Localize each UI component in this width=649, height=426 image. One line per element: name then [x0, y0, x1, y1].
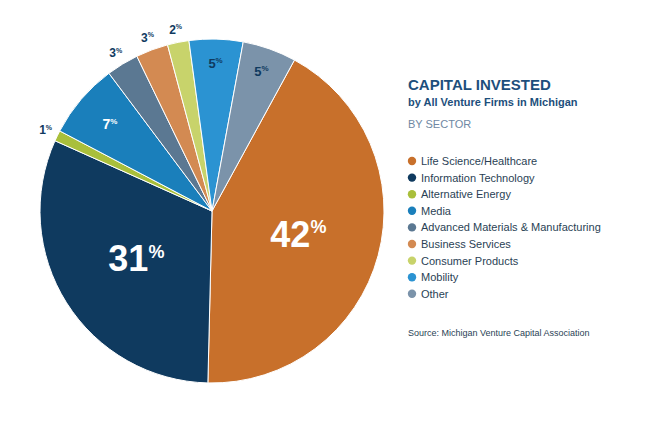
legend-label: Information Technology [421, 172, 535, 184]
legend-label: Other [421, 288, 449, 300]
data-label: 7% [102, 116, 117, 132]
legend-label: Media [421, 205, 452, 217]
data-label: 2% [169, 23, 183, 37]
legend-swatch [408, 290, 416, 298]
legend-swatch [408, 223, 416, 231]
chart: 42% 31% 1% 7% 3% 3% 2% 5% 5% CAPITAL INVESTED by A… [0, 0, 649, 426]
legend-swatch [408, 207, 416, 215]
legend-swatch [408, 273, 416, 281]
data-label: 5% [254, 64, 268, 79]
source-note: Source: Michigan Venture Capital Associa… [408, 328, 590, 338]
pie [40, 39, 384, 383]
legend-swatch [408, 240, 416, 248]
data-label: 31% [108, 238, 164, 279]
legend: Life Science/Healthcare Information Techn… [408, 155, 601, 300]
data-label: 1% [39, 123, 53, 137]
subtitle: by All Venture Firms in Michigan [408, 96, 578, 108]
legend-title: BY SECTOR [408, 118, 471, 130]
legend-label: Mobility [421, 271, 459, 283]
data-labels: 42% 31% 1% 7% 3% 3% 2% 5% 5% [39, 23, 326, 280]
data-label: 42% [270, 214, 326, 255]
legend-swatch [408, 256, 416, 264]
pie-slice [212, 42, 294, 211]
legend-label: Consumer Products [421, 255, 519, 267]
legend-swatch [408, 157, 416, 165]
data-label: 5% [208, 56, 222, 71]
legend-label: Alternative Energy [421, 188, 511, 200]
title: CAPITAL INVESTED [408, 76, 551, 93]
legend-swatch [408, 173, 416, 181]
legend-swatch [408, 190, 416, 198]
legend-label: Advanced Materials & Manufacturing [421, 221, 601, 233]
legend-label: Business Services [421, 238, 511, 250]
data-label: 3% [109, 46, 123, 60]
data-label: 3% [141, 31, 155, 45]
legend-label: Life Science/Healthcare [421, 155, 537, 167]
